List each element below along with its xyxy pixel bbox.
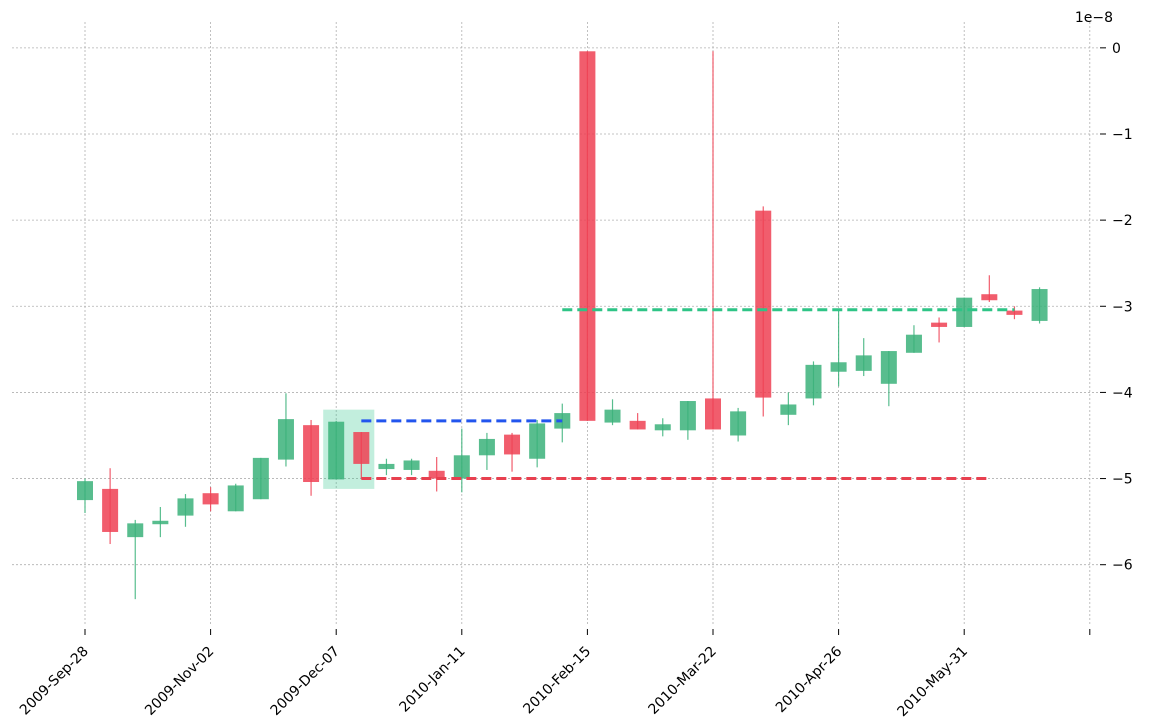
- y-tick-label: −3: [1112, 299, 1133, 315]
- candle: [805, 361, 822, 406]
- y-tick-label: −2: [1112, 213, 1133, 229]
- candle-body: [855, 355, 872, 371]
- y-tick-label: −4: [1112, 385, 1133, 401]
- candle-body: [478, 438, 495, 456]
- candle: [453, 428, 470, 493]
- candle-body: [629, 420, 646, 430]
- x-tick-label: 2009-Sep-28: [17, 644, 92, 719]
- candle-body: [529, 423, 546, 459]
- candle-body: [1006, 310, 1023, 315]
- candle: [504, 432, 521, 472]
- candle: [554, 403, 571, 443]
- y-tick-label: −6: [1112, 558, 1133, 574]
- candle: [905, 325, 922, 353]
- candle: [202, 487, 219, 512]
- candle: [403, 458, 420, 476]
- candle-body: [1031, 289, 1048, 321]
- candle-body: [303, 425, 320, 483]
- candle-body: [227, 485, 244, 512]
- candle: [604, 399, 621, 426]
- candle-body: [905, 334, 922, 353]
- candle-body: [880, 351, 897, 384]
- candle-body: [805, 364, 822, 399]
- y-tick-label: −5: [1112, 472, 1133, 488]
- candle: [654, 418, 671, 437]
- candle: [705, 51, 721, 430]
- candle: [227, 483, 244, 512]
- candle-body: [252, 457, 269, 500]
- candle: [428, 457, 445, 492]
- candle: [730, 407, 747, 442]
- candle-body: [604, 409, 621, 423]
- candle-body: [353, 432, 370, 464]
- candle-body: [654, 424, 671, 431]
- x-tick-label: 2009-Nov-02: [142, 644, 217, 719]
- candle: [1006, 306, 1023, 320]
- candle-body: [177, 498, 194, 516]
- x-tick-label: 2010-May-31: [894, 644, 971, 721]
- candle-body: [328, 421, 345, 480]
- candle: [328, 420, 345, 480]
- candle-body: [504, 434, 521, 455]
- x-tick-label: 2010-Apr-26: [773, 643, 846, 716]
- x-tick-label: 2010-Mar-22: [646, 644, 720, 718]
- x-tick-label: 2009-Dec-07: [268, 644, 343, 719]
- y-tick-label: −1: [1112, 127, 1133, 143]
- axis-layer: 0 −1 −2 −3 −4 −5 −6 2009-Sep-28 2009-Nov-02 2009-…: [17, 41, 1133, 720]
- line-layer: [361, 308, 1015, 481]
- candle-body: [378, 463, 395, 470]
- candle: [956, 297, 973, 327]
- y-tick-label: 0: [1112, 41, 1121, 57]
- candle: [252, 457, 269, 500]
- y-axis-multiplier-label: 1e−8: [1075, 10, 1113, 26]
- candle-body: [705, 398, 721, 430]
- candle: [378, 458, 395, 476]
- candle-body: [780, 404, 797, 415]
- candle-body: [679, 401, 696, 431]
- candle-body: [403, 460, 420, 470]
- x-tick-label: 2010-Jan-11: [397, 644, 469, 716]
- candle: [629, 413, 646, 430]
- candle: [880, 351, 897, 407]
- candle-body: [152, 520, 169, 525]
- candle: [303, 419, 320, 496]
- candle: [1031, 287, 1048, 324]
- candle-layer: [77, 51, 1048, 600]
- candle: [780, 392, 797, 426]
- candle: [277, 393, 294, 467]
- candle: [830, 310, 847, 387]
- candle-body: [453, 455, 470, 479]
- candle: [77, 478, 93, 514]
- candle: [127, 519, 144, 600]
- candle-body: [202, 493, 219, 505]
- candle: [679, 401, 696, 440]
- candle: [931, 317, 948, 343]
- candle-body: [77, 481, 93, 501]
- candle: [579, 51, 596, 421]
- candle-body: [730, 411, 747, 436]
- candle-body: [127, 523, 144, 538]
- candle-body: [102, 488, 119, 532]
- candle-body: [579, 51, 596, 421]
- candle: [102, 468, 119, 545]
- candle-body: [277, 419, 294, 460]
- x-tick-label: 2010-Feb-15: [520, 644, 594, 718]
- candle-body: [956, 297, 973, 327]
- candle-body: [755, 210, 772, 398]
- candle: [855, 338, 872, 377]
- candle: [478, 432, 495, 470]
- candle-body: [830, 362, 847, 372]
- candle: [981, 275, 998, 302]
- candle-body: [428, 470, 445, 479]
- candle-body: [931, 322, 948, 327]
- candle: [353, 432, 370, 479]
- candle: [152, 506, 169, 538]
- candle: [529, 419, 546, 468]
- candle: [177, 494, 194, 527]
- candle: [755, 206, 772, 417]
- candle-body: [981, 294, 998, 301]
